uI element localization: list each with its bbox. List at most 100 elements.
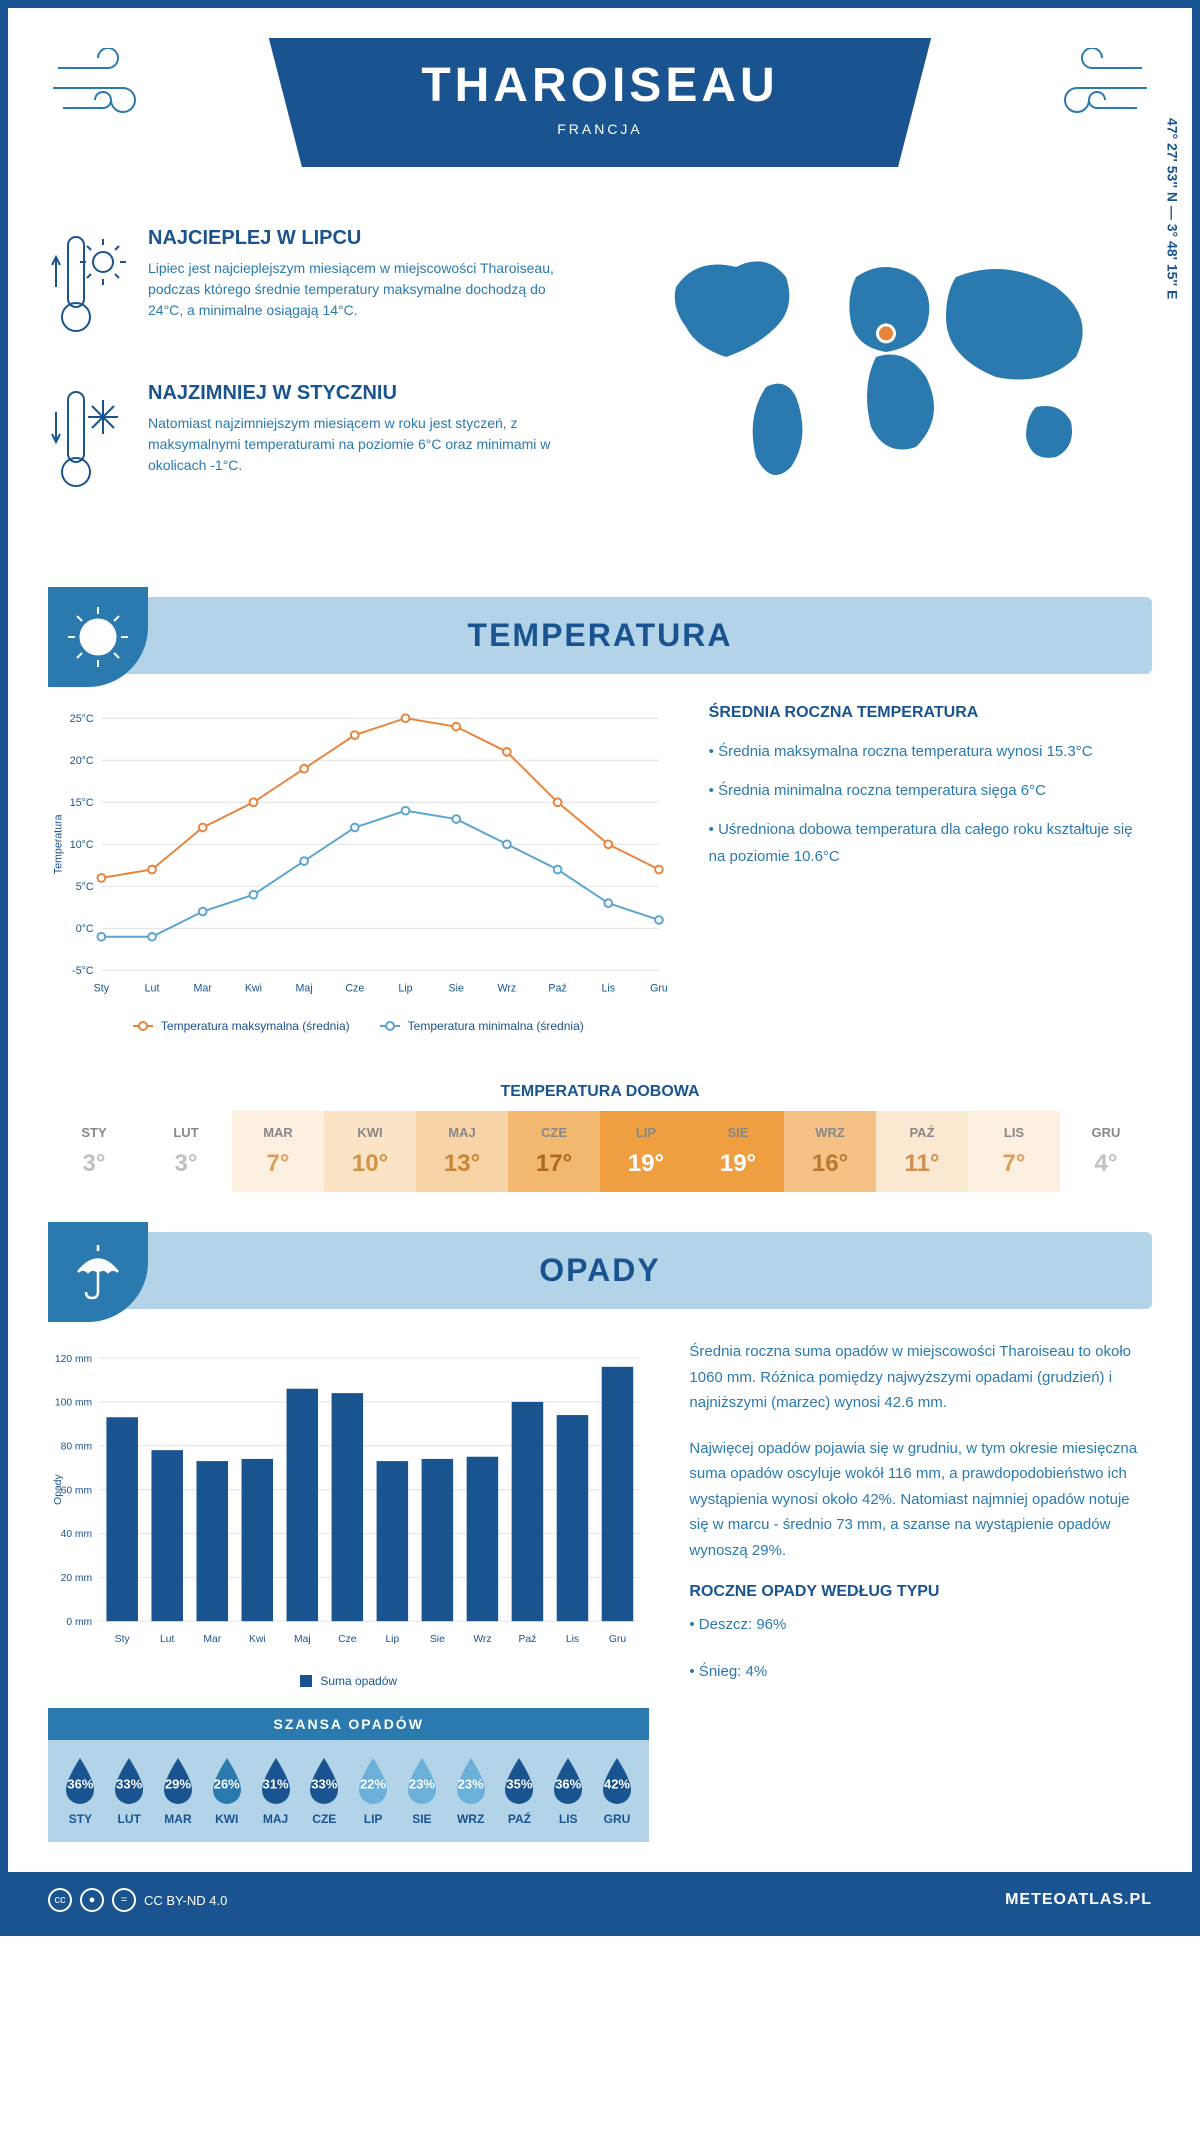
daily-temp-cell: LIS 7° <box>968 1111 1060 1192</box>
raindrop-icon: 26% <box>207 1756 247 1806</box>
daily-month: KWI <box>328 1125 412 1140</box>
svg-text:Sty: Sty <box>115 1634 131 1645</box>
daily-temp-title: TEMPERATURA DOBOWA <box>8 1083 1192 1101</box>
chance-cell: 33% LUT <box>105 1756 154 1826</box>
chance-cell: 23%WRZ <box>446 1756 495 1826</box>
sun-icon <box>48 587 148 687</box>
chance-cell: 29% MAR <box>154 1756 203 1826</box>
intro-section: NAJCIEPLEJ W LIPCU Lipiec jest najcieple… <box>8 187 1192 577</box>
daily-month: CZE <box>512 1125 596 1140</box>
precip-type-bullet: • Śnieg: 4% <box>689 1658 1152 1685</box>
chance-cell: 42%GRU <box>593 1756 642 1826</box>
svg-text:80 mm: 80 mm <box>61 1442 93 1453</box>
daily-temp-cell: LUT3° <box>140 1111 232 1192</box>
chance-cell: 23% SIE <box>397 1756 446 1826</box>
thermometer-cold-icon <box>48 382 128 507</box>
svg-text:Kwi: Kwi <box>249 1634 266 1645</box>
svg-text:Sie: Sie <box>430 1634 445 1645</box>
daily-month: SIE <box>696 1125 780 1140</box>
chance-cell: 31% MAJ <box>251 1756 300 1826</box>
svg-text:Lut: Lut <box>160 1634 174 1645</box>
coldest-block: NAJZIMNIEJ W STYCZNIU Natomiast najzimni… <box>48 382 580 507</box>
chance-pct: 23% <box>409 1776 435 1791</box>
svg-text:Maj: Maj <box>296 983 313 995</box>
svg-text:60 mm: 60 mm <box>61 1485 93 1496</box>
svg-text:Lis: Lis <box>566 1634 579 1645</box>
temperature-line-chart: -5°C0°C5°C10°C15°C20°C25°CStyLutMarKwiMa… <box>48 704 669 1033</box>
title-banner: THAROISEAU FRANCJA <box>269 38 931 167</box>
raindrop-icon: 36% <box>548 1756 588 1806</box>
svg-text:Sie: Sie <box>448 983 463 995</box>
precipitation-section-header: OPADY <box>48 1232 1152 1309</box>
svg-text:Maj: Maj <box>294 1634 311 1645</box>
daily-month: LIS <box>972 1125 1056 1140</box>
legend-precip: Suma opadów <box>300 1674 397 1688</box>
chance-cell: 26%KWI <box>202 1756 251 1826</box>
chance-month: SIE <box>397 1812 446 1826</box>
chance-cell: 22%LIP <box>349 1756 398 1826</box>
coldest-text: Natomiast najzimniejszym miesiącem w rok… <box>148 413 580 476</box>
legend-max: Temperatura maksymalna (średnia) <box>133 1019 350 1033</box>
raindrop-icon: 33% <box>304 1756 344 1806</box>
chance-pct: 36% <box>67 1776 93 1791</box>
temperature-section-header: TEMPERATURA <box>48 597 1152 674</box>
daily-temp-value: 3° <box>144 1150 228 1178</box>
svg-text:Mar: Mar <box>194 983 213 995</box>
daily-temp-cell: KWI 10° <box>324 1111 416 1192</box>
wind-icon <box>48 48 168 128</box>
daily-temp-cell: STY3° <box>48 1111 140 1192</box>
chance-month: MAR <box>154 1812 203 1826</box>
daily-temp-value: 3° <box>52 1150 136 1178</box>
svg-text:Gru: Gru <box>609 1634 626 1645</box>
chance-cell: 35% PAŹ <box>495 1756 544 1826</box>
svg-text:Paź: Paź <box>519 1634 537 1645</box>
svg-text:Temperatura: Temperatura <box>53 814 65 874</box>
warmest-text: Lipiec jest najcieplejszym miesiącem w m… <box>148 258 580 321</box>
svg-text:40 mm: 40 mm <box>61 1529 93 1540</box>
raindrop-icon: 23% <box>402 1756 442 1806</box>
svg-text:Lip: Lip <box>385 1634 399 1645</box>
chance-pct: 31% <box>263 1776 289 1791</box>
raindrop-icon: 35% <box>499 1756 539 1806</box>
chance-title: SZANSA OPADÓW <box>48 1708 649 1740</box>
chance-month: MAJ <box>251 1812 300 1826</box>
chance-month: LIP <box>349 1812 398 1826</box>
svg-text:15°C: 15°C <box>70 797 94 809</box>
nd-icon: = <box>112 1888 136 1912</box>
svg-text:Lis: Lis <box>601 983 615 995</box>
world-map <box>620 227 1152 507</box>
chance-pct: 23% <box>458 1776 484 1791</box>
precipitation-info: Średnia roczna suma opadów w miejscowośc… <box>689 1339 1152 1842</box>
site-name: METEOATLAS.PL <box>1005 1891 1152 1909</box>
raindrop-icon: 33% <box>109 1756 149 1806</box>
svg-text:25°C: 25°C <box>70 713 94 725</box>
umbrella-icon <box>48 1222 148 1322</box>
daily-temp-value: 7° <box>972 1150 1056 1178</box>
raindrop-icon: 29% <box>158 1756 198 1806</box>
svg-text:Lip: Lip <box>398 983 412 995</box>
precip-text-2: Najwięcej opadów pojawia się w grudniu, … <box>689 1436 1152 1564</box>
by-icon: ● <box>80 1888 104 1912</box>
svg-text:5°C: 5°C <box>76 881 94 893</box>
daily-temp-value: 10° <box>328 1150 412 1178</box>
daily-temp-cell: PAŹ11° <box>876 1111 968 1192</box>
daily-month: MAR <box>236 1125 320 1140</box>
daily-temp-cell: GRU4° <box>1060 1111 1152 1192</box>
raindrop-icon: 42% <box>597 1756 637 1806</box>
chance-month: LIS <box>544 1812 593 1826</box>
svg-text:Opady: Opady <box>53 1474 64 1505</box>
svg-text:10°C: 10°C <box>70 839 94 851</box>
svg-text:Kwi: Kwi <box>245 983 262 995</box>
svg-text:Cze: Cze <box>345 983 364 995</box>
svg-text:Mar: Mar <box>203 1634 221 1645</box>
footer: cc ● = CC BY-ND 4.0 METEOATLAS.PL <box>8 1872 1192 1928</box>
daily-temp-cell: CZE17° <box>508 1111 600 1192</box>
daily-temp-table: STY3°LUT3°MAR7°KWI10°MAJ13°CZE17°LIP19°S… <box>48 1111 1152 1192</box>
raindrop-icon: 31% <box>256 1756 296 1806</box>
daily-month: WRZ <box>788 1125 872 1140</box>
svg-text:120 mm: 120 mm <box>55 1354 92 1365</box>
daily-temp-cell: MAJ13° <box>416 1111 508 1192</box>
daily-temp-cell: SIE19° <box>692 1111 784 1192</box>
chance-month: PAŹ <box>495 1812 544 1826</box>
chance-month: LUT <box>105 1812 154 1826</box>
